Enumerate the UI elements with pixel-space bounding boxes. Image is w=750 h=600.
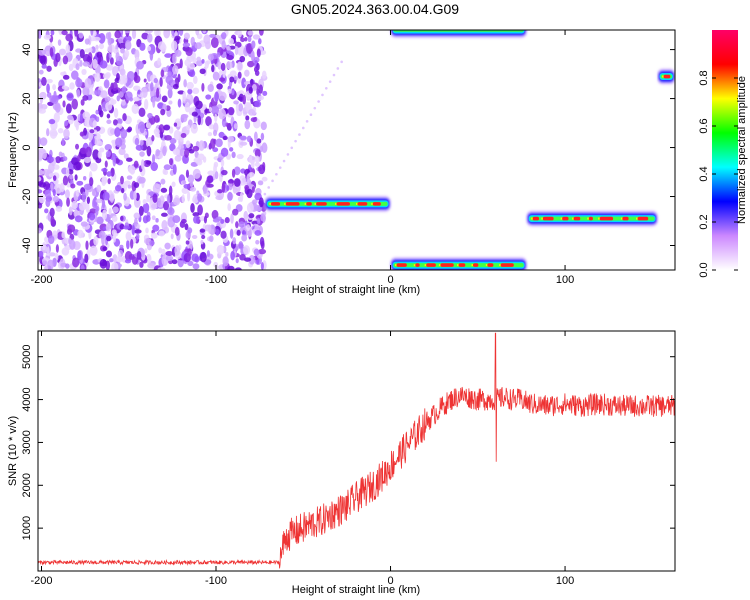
spectral-track [526, 210, 658, 227]
x-tick-label: -100 [205, 274, 227, 286]
faint-trace [263, 60, 343, 196]
colorbar-tick-label: 0.4 [698, 166, 710, 181]
y-tick-label: 2000 [21, 473, 33, 497]
y-tick-label: 3000 [21, 430, 33, 454]
colorbar-tick-label: 0.0 [698, 262, 710, 277]
snr-y-ticks: 1000 2000 3000 4000 5000 [21, 344, 675, 540]
spectrogram-x-ticks: -200 -100 0 100 [30, 30, 574, 286]
y-tick-label: 0 [21, 144, 33, 150]
colorbar-gradient [712, 30, 738, 270]
spectrogram-y-axis-label: Frequency (Hz) [7, 112, 19, 188]
snr-frame [37, 330, 676, 572]
x-tick-label: 0 [387, 575, 393, 587]
snr-x-ticks: -200 -100 0 100 [30, 331, 574, 587]
x-tick-label: -200 [30, 274, 52, 286]
y-tick-label: -20 [21, 189, 33, 205]
colorbar-tick-label: 0.8 [698, 70, 710, 85]
x-tick-label: -200 [30, 575, 52, 587]
x-tick-label: 100 [556, 274, 574, 286]
snr-panel: -200 -100 0 100 1000 2000 3000 4000 5000 Height… [7, 330, 676, 596]
spectrogram-frame [37, 29, 676, 271]
snr-y-axis-label: SNR (10 * v/v) [7, 416, 19, 486]
spectral-track [390, 30, 527, 38]
y-tick-label: 1000 [21, 516, 33, 540]
colorbar-tick-label: 0.6 [698, 118, 710, 133]
spectrogram-y-ticks: -40 -20 0 20 40 [21, 43, 675, 253]
y-tick-label: 40 [21, 43, 33, 55]
chart-title: GN05.2024.363.00.04.G09 [291, 1, 459, 17]
spectrogram-x-axis-label: Height of straight line (km) [292, 284, 420, 296]
x-tick-label: 0 [387, 274, 393, 286]
spectral-track [264, 195, 391, 212]
y-tick-label: 5000 [21, 344, 33, 368]
colorbar-tick-label: 0.2 [698, 214, 710, 229]
snr-series-line [38, 332, 675, 569]
y-tick-label: 20 [21, 92, 33, 104]
spectral-track [657, 68, 675, 85]
snr-plot-area [38, 331, 675, 571]
y-tick-label: -40 [21, 238, 33, 254]
colorbar: 0.0 0.2 0.4 0.6 0.8 Normalized spectral ampl… [698, 30, 748, 278]
colorbar-label: Normalized spectral amplitude [736, 76, 748, 224]
snr-x-axis-label: Height of straight line (km) [292, 584, 420, 596]
x-tick-label: 100 [556, 575, 574, 587]
colorbar-ticks: 0.0 0.2 0.4 0.6 0.8 [698, 70, 738, 278]
y-tick-label: 4000 [21, 387, 33, 411]
noise-speckle [38, 30, 268, 270]
spectrogram-heatmap [38, 30, 675, 270]
spectral-track [390, 257, 527, 270]
x-tick-label: -100 [205, 575, 227, 587]
